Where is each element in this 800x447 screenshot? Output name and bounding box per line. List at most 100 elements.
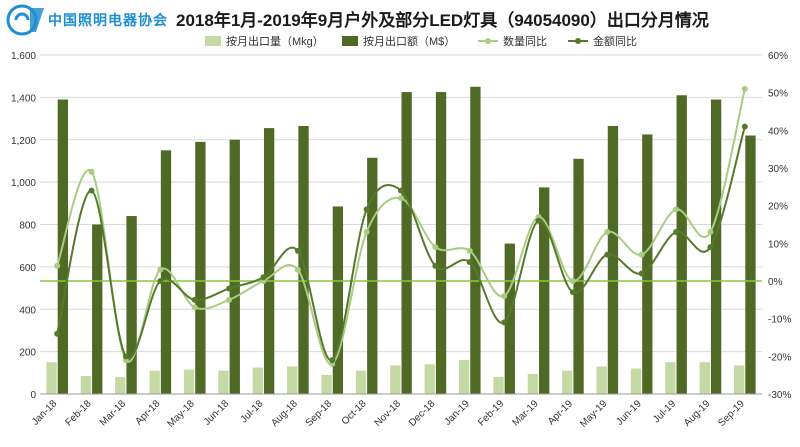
legend-label: 按月出口额（M$） xyxy=(363,34,455,48)
x-tick-label: Mar-18 xyxy=(98,398,128,428)
volume-bar xyxy=(699,362,710,394)
value-yoy-point xyxy=(741,123,748,130)
y-left-tick-label: 800 xyxy=(19,221,36,232)
value-yoy-point xyxy=(294,247,301,254)
y-right-tick-label: -30% xyxy=(768,390,791,401)
x-tick-label: Mar-19 xyxy=(510,398,540,428)
volume-bar xyxy=(321,374,332,394)
volume-yoy-point xyxy=(88,168,95,175)
value-yoy-point xyxy=(535,217,542,224)
volume-bar xyxy=(665,362,676,394)
x-tick-label: Jul-18 xyxy=(239,398,266,425)
x-tick-label: Sep-18 xyxy=(304,398,335,429)
x-tick-label: Jan-19 xyxy=(442,398,472,428)
value-bar xyxy=(160,150,172,394)
lines-layer xyxy=(54,85,748,367)
legend-swatch-marker xyxy=(485,38,491,44)
value-yoy-point xyxy=(54,330,61,337)
volume-bar xyxy=(630,368,642,394)
value-bar xyxy=(504,243,515,394)
legend-swatch xyxy=(342,36,358,46)
y-left-tick-label: 600 xyxy=(19,263,36,274)
x-tick-label: Feb-19 xyxy=(476,398,506,428)
volume-bar xyxy=(390,365,401,394)
x-tick-label: Jun-19 xyxy=(614,398,644,428)
volume-yoy-point xyxy=(741,85,748,92)
legend-label: 金额同比 xyxy=(593,34,637,48)
x-tick-label: Sep-19 xyxy=(716,398,747,429)
value-bar xyxy=(298,125,309,395)
value-bar xyxy=(539,187,550,394)
x-tick-label: Dec-18 xyxy=(407,398,438,429)
volume-bar xyxy=(527,373,539,394)
x-tick-label: May-19 xyxy=(578,398,610,430)
volume-bar xyxy=(149,370,160,394)
y-right-tick-label: 10% xyxy=(768,239,788,250)
volume-bar xyxy=(287,366,298,394)
x-tick-label: Nov-18 xyxy=(373,398,404,429)
y-left-tick-label: 200 xyxy=(19,348,36,359)
volume-bar xyxy=(596,366,607,394)
legend-swatch xyxy=(205,36,221,46)
volume-yoy-point xyxy=(673,206,680,213)
y-right-tick-label: 30% xyxy=(768,164,788,175)
volume-yoy-point xyxy=(604,229,611,236)
volume-yoy-point xyxy=(501,293,508,300)
value-yoy-point xyxy=(604,251,611,258)
value-yoy-point xyxy=(122,353,129,360)
legend: 按月出口量（Mkg） 按月出口额（M$） 数量同比 金额同比 xyxy=(205,34,637,48)
volume-yoy-point xyxy=(54,262,61,269)
volume-yoy-point xyxy=(638,251,645,258)
value-yoy-point xyxy=(329,357,336,364)
x-tick-label: Jul-19 xyxy=(651,398,678,425)
volume-bar xyxy=(218,370,229,394)
legend-swatch-marker xyxy=(575,38,581,44)
value-bar xyxy=(710,99,722,395)
value-bar xyxy=(367,157,378,394)
y-right-tick-label: 20% xyxy=(768,202,788,213)
x-tick-label: Apr-18 xyxy=(133,398,162,427)
value-yoy-line xyxy=(56,126,746,362)
x-tick-label: Jun-18 xyxy=(202,398,232,428)
y-left-tick-label: 400 xyxy=(19,305,36,316)
value-bar xyxy=(607,125,619,395)
x-tick-label: Aug-19 xyxy=(682,398,713,429)
value-yoy-point xyxy=(363,206,370,213)
volume-yoy-point xyxy=(432,244,439,251)
volume-yoy-point xyxy=(226,296,233,303)
y-right-tick-label: 40% xyxy=(768,126,788,137)
volume-yoy-point xyxy=(466,247,473,254)
x-tick-label: Aug-18 xyxy=(269,398,300,429)
value-yoy-point xyxy=(398,187,404,194)
y-left-tick-label: 1,000 xyxy=(11,178,36,189)
y-right-tick-label: 50% xyxy=(768,89,788,100)
volume-bar xyxy=(424,364,435,394)
value-yoy-point xyxy=(191,296,198,303)
value-bar xyxy=(126,216,137,394)
y-right-tick-label: 60% xyxy=(768,51,788,62)
bars-layer xyxy=(46,86,756,395)
volume-yoy-point xyxy=(363,229,370,236)
volume-yoy-point xyxy=(707,229,714,236)
legend-label: 按月出口量（Mkg） xyxy=(226,34,324,48)
y-right-tick-label: -10% xyxy=(768,315,791,326)
value-bar xyxy=(642,134,653,394)
value-yoy-point xyxy=(432,262,439,269)
value-yoy-point xyxy=(260,274,267,281)
x-tick-label: Oct-18 xyxy=(340,398,369,427)
value-yoy-point xyxy=(707,244,714,251)
y-right-tick-label: 0% xyxy=(768,277,783,288)
value-bar xyxy=(745,135,756,394)
value-yoy-point xyxy=(501,319,508,326)
legend-label: 数量同比 xyxy=(503,35,547,48)
value-bar xyxy=(92,224,103,394)
x-tick-label: May-18 xyxy=(165,398,197,430)
y-left-tick-label: 1,200 xyxy=(11,136,36,147)
x-tick-label: Apr-19 xyxy=(546,398,575,427)
volume-yoy-point xyxy=(294,266,301,273)
value-bar xyxy=(229,139,240,394)
volume-bar xyxy=(115,377,126,394)
value-yoy-point xyxy=(466,259,473,266)
volume-yoy-line xyxy=(56,88,746,365)
